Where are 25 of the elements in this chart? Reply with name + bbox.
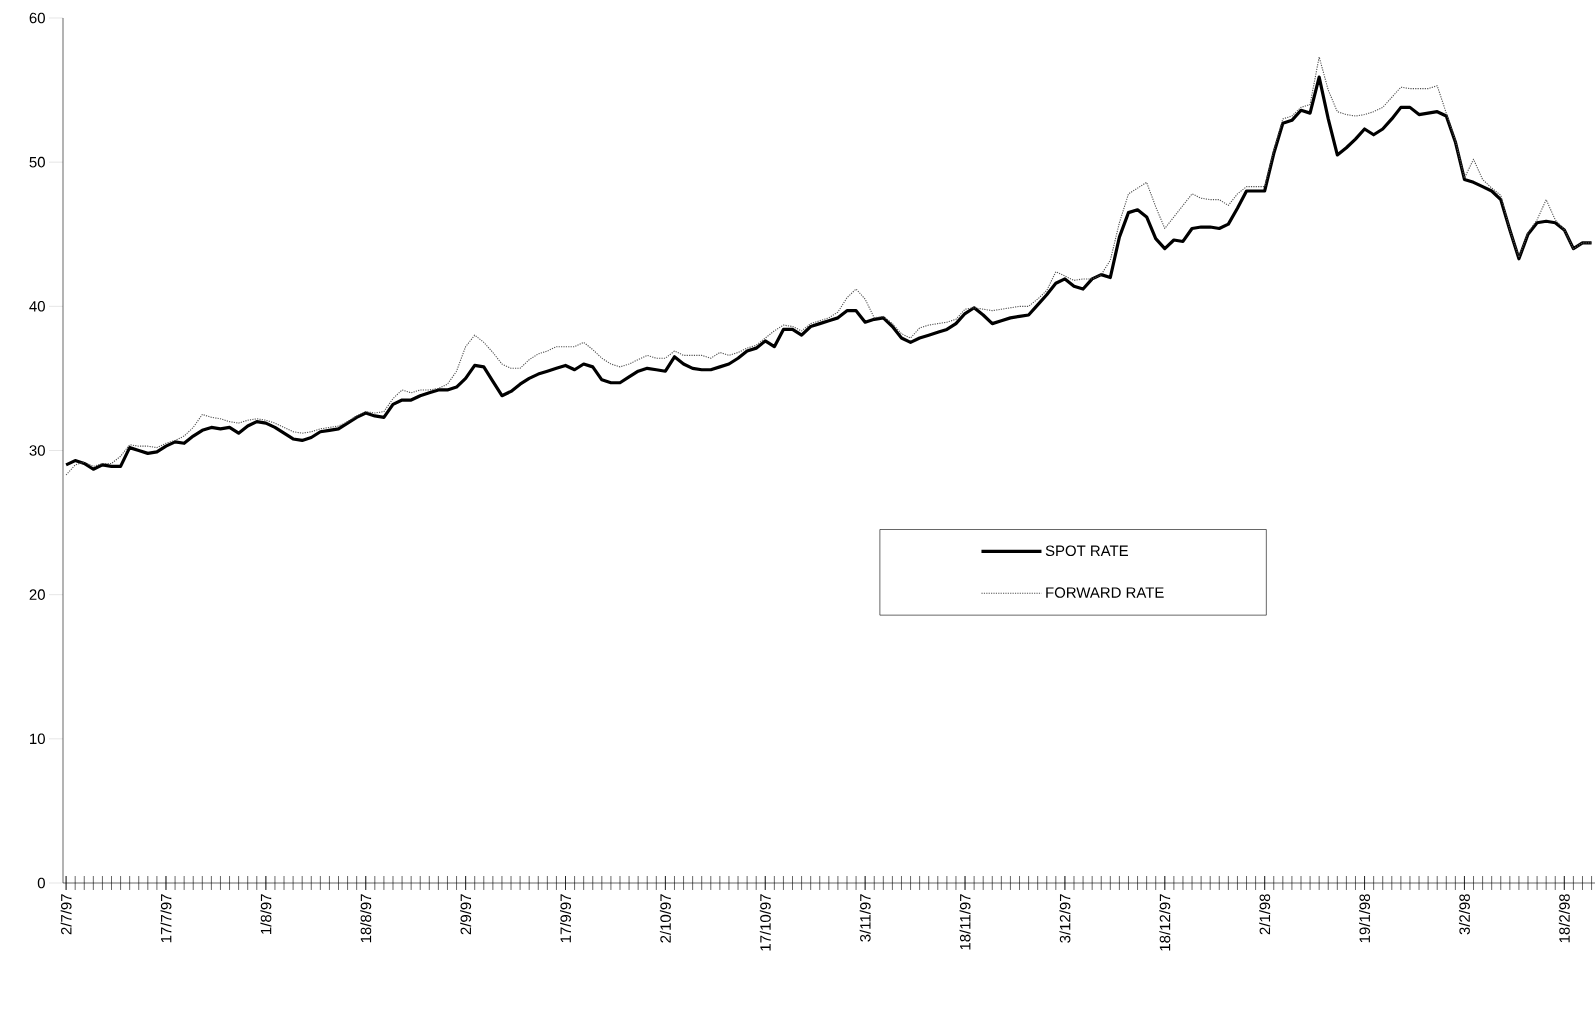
y-tick-label: 50 [29, 156, 45, 168]
x-tick-label: 3/12/97 [1059, 894, 1071, 943]
x-tick-label: 18/12/97 [1159, 894, 1171, 951]
legend-label: FORWARD RATE [1046, 587, 1164, 598]
x-tick-label: 18/2/98 [1558, 894, 1570, 943]
x-tick-label: 1/8/97 [260, 894, 272, 934]
x-tick-label: 2/10/97 [659, 894, 671, 943]
y-tick-label: 40 [29, 301, 45, 312]
x-tick-label: 17/9/97 [560, 894, 571, 943]
y-tick-label: 0 [37, 877, 45, 889]
x-tick-label: 2/7/97 [60, 894, 72, 935]
x-tick-label: 2/1/98 [1259, 894, 1271, 935]
y-tick-label: 30 [29, 445, 45, 456]
x-tick-label: 17/7/97 [160, 894, 172, 943]
legend-label: SPOT RATE [1045, 545, 1129, 557]
y-tick-label: 10 [30, 733, 45, 745]
y-tick-label: 20 [29, 589, 45, 600]
y-tick-label: 60 [29, 12, 45, 24]
x-tick-label: 3/2/98 [1458, 894, 1470, 935]
x-tick-label: 18/11/97 [959, 894, 971, 950]
x-tick-label: 18/8/97 [360, 894, 372, 943]
x-tick-label: 3/11/97 [859, 894, 871, 942]
x-tick-label: 2/9/97 [460, 894, 472, 935]
x-tick-label: 19/1/98 [1359, 894, 1371, 943]
x-tick-label: 17/10/97 [759, 894, 771, 951]
